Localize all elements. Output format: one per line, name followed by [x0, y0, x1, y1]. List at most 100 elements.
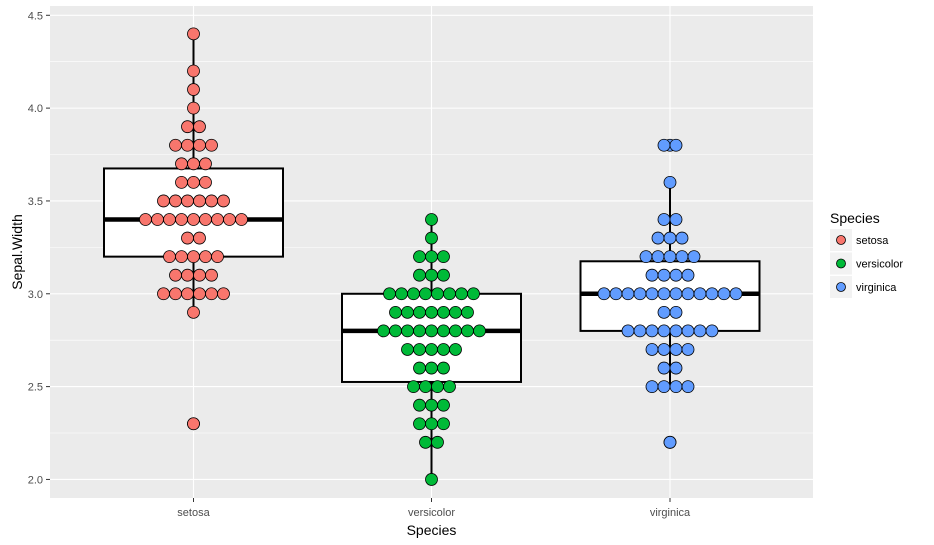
data-dot — [657, 287, 671, 301]
data-dot — [669, 213, 683, 226]
data-dot — [651, 250, 665, 264]
data-dot — [211, 250, 224, 264]
data-dot — [669, 268, 683, 282]
x-tick-label: versicolor — [408, 507, 455, 519]
data-dot — [717, 287, 731, 301]
data-dot — [163, 250, 176, 264]
data-dot — [705, 324, 719, 338]
data-dot — [401, 324, 414, 338]
data-dot — [187, 157, 200, 171]
data-dot — [705, 287, 719, 301]
data-dot — [455, 287, 468, 301]
data-dot — [437, 305, 450, 319]
data-dot — [729, 287, 743, 301]
data-dot — [193, 268, 206, 282]
data-dot — [681, 287, 695, 301]
dots — [139, 27, 743, 486]
data-dot — [645, 324, 659, 338]
data-dot — [413, 361, 426, 375]
y-tick-label: 2.0 — [28, 474, 43, 486]
data-dot — [425, 417, 438, 431]
data-dot — [663, 231, 677, 245]
data-dot — [657, 324, 671, 338]
y-tick-label: 3.5 — [28, 196, 43, 208]
data-dot — [419, 435, 432, 449]
legend-title: Species — [830, 210, 880, 226]
data-dot — [389, 305, 402, 319]
data-dot — [187, 213, 200, 226]
data-dot — [419, 287, 432, 301]
data-dot — [181, 120, 194, 134]
data-dot — [437, 250, 450, 264]
data-dot — [187, 101, 200, 115]
data-dot — [633, 287, 647, 301]
legend-key — [836, 235, 846, 245]
data-dot — [669, 380, 683, 394]
data-dot — [407, 380, 420, 394]
data-dot — [181, 287, 194, 301]
legend-key — [836, 282, 846, 292]
data-dot — [401, 305, 414, 319]
data-dot — [657, 380, 671, 394]
data-dot — [437, 268, 450, 282]
legend-item-setosa: setosa — [830, 229, 889, 251]
data-dot — [669, 361, 683, 375]
data-dot — [169, 268, 182, 282]
data-dot — [693, 324, 707, 338]
data-dot — [443, 380, 456, 394]
data-dot — [651, 231, 665, 245]
data-dot — [187, 175, 200, 189]
data-dot — [193, 120, 206, 134]
data-dot — [621, 287, 635, 301]
data-dot — [657, 305, 671, 319]
data-dot — [383, 287, 396, 301]
data-dot — [413, 250, 426, 264]
x-tick-label: setosa — [177, 507, 210, 519]
data-dot — [187, 64, 200, 78]
data-dot — [205, 287, 218, 301]
data-dot — [645, 343, 659, 356]
data-dot — [675, 250, 689, 264]
legend-label: setosa — [856, 235, 889, 247]
data-dot — [645, 287, 659, 301]
data-dot — [687, 250, 701, 264]
data-dot — [645, 268, 659, 282]
x-tick-label: virginica — [650, 507, 691, 519]
data-dot — [663, 435, 677, 449]
data-dot — [199, 175, 212, 189]
data-dot — [425, 268, 438, 282]
data-dot — [431, 380, 444, 394]
data-dot — [431, 287, 444, 301]
data-dot — [169, 287, 182, 301]
data-dot — [181, 194, 194, 208]
data-dot — [217, 287, 230, 301]
data-dot — [389, 324, 402, 338]
data-dot — [187, 27, 200, 41]
data-dot — [413, 305, 426, 319]
data-dot — [449, 343, 462, 356]
data-dot — [395, 287, 408, 301]
data-dot — [461, 324, 474, 338]
data-dot — [407, 287, 420, 301]
legend-label: versicolor — [856, 259, 903, 271]
data-dot — [597, 287, 611, 301]
data-dot — [639, 250, 653, 264]
data-dot — [609, 287, 623, 301]
data-dot — [205, 268, 218, 282]
data-dot — [217, 194, 230, 208]
data-dot — [437, 343, 450, 356]
legend-item-versicolor: versicolor — [830, 252, 903, 275]
data-dot — [199, 157, 212, 171]
data-dot — [181, 231, 194, 245]
data-dot — [425, 361, 438, 375]
dots-versicolor — [377, 213, 486, 486]
data-dot — [193, 138, 206, 152]
data-dot — [681, 343, 695, 356]
data-dot — [681, 268, 695, 282]
data-dot — [401, 343, 414, 356]
data-dot — [669, 138, 683, 152]
data-dot — [633, 324, 647, 338]
data-dot — [169, 138, 182, 152]
legend-label: virginica — [856, 282, 897, 294]
data-dot — [425, 398, 438, 412]
